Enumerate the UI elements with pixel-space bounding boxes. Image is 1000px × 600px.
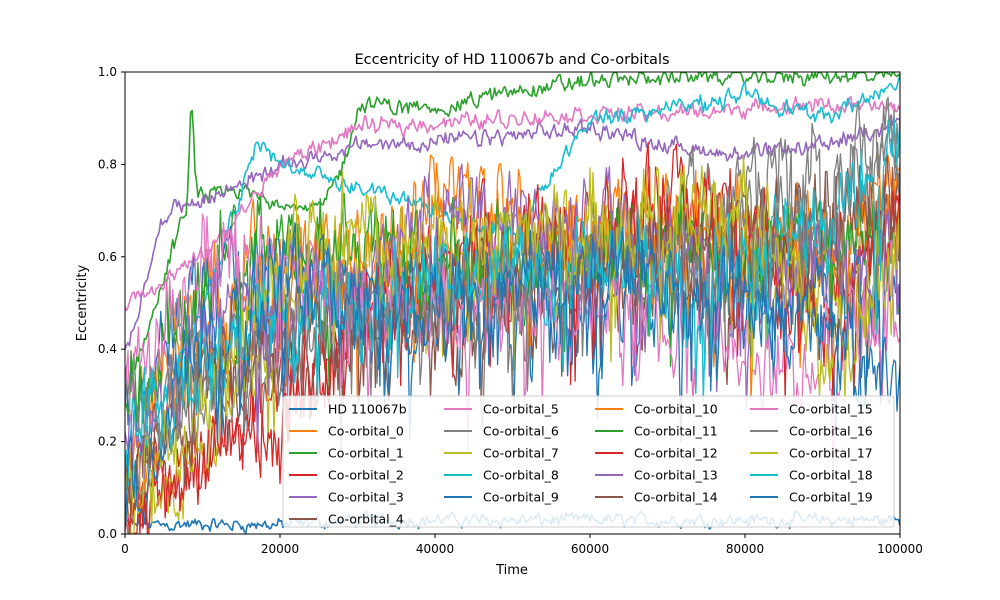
legend-label: Co-orbital_8 xyxy=(483,468,559,483)
y-tick-label: 0.4 xyxy=(98,342,117,356)
legend-label: Co-orbital_16 xyxy=(789,424,873,439)
series-line-co-orbital-5 xyxy=(125,95,900,312)
legend-label: Co-orbital_3 xyxy=(328,490,404,505)
legend-label: Co-orbital_14 xyxy=(634,490,718,505)
x-axis: 0 20000 40000 60000 80000 100000 xyxy=(121,534,923,556)
series-line-co-orbital-19 xyxy=(125,219,900,534)
y-tick-label: 0.0 xyxy=(98,527,117,541)
y-tick-label: 0.8 xyxy=(98,157,117,171)
y-tick-label: 0.6 xyxy=(98,250,117,264)
series-layer xyxy=(125,72,900,534)
legend-label: Co-orbital_5 xyxy=(483,402,559,417)
legend-box xyxy=(282,395,895,528)
legend-label: Co-orbital_2 xyxy=(328,468,404,483)
x-axis-label: Time xyxy=(495,563,528,578)
legend-label: Co-orbital_6 xyxy=(483,424,559,439)
y-axis-label: Eccentricity xyxy=(75,265,90,342)
legend-label: Co-orbital_18 xyxy=(789,468,873,483)
x-tick-label: 0 xyxy=(121,542,129,556)
x-tick-label: 60000 xyxy=(571,542,609,556)
y-axis: 0.0 0.2 0.4 0.6 0.8 1.0 xyxy=(98,65,125,541)
series-line-co-orbital-3 xyxy=(125,114,900,350)
x-tick-label: 40000 xyxy=(416,542,454,556)
legend-label: Co-orbital_15 xyxy=(789,402,873,417)
legend-label: Co-orbital_1 xyxy=(328,446,404,461)
legend-label: HD 110067b xyxy=(328,402,407,417)
legend-label: Co-orbital_7 xyxy=(483,446,559,461)
chart-title: Eccentricity of HD 110067b and Co-orbita… xyxy=(354,52,669,68)
x-tick-label: 20000 xyxy=(261,542,299,556)
series-line-co-orbital-18 xyxy=(125,118,900,480)
legend-label: Co-orbital_4 xyxy=(328,512,404,527)
legend-label: Co-orbital_0 xyxy=(328,424,404,439)
legend-label: Co-orbital_13 xyxy=(634,468,718,483)
legend-label: Co-orbital_17 xyxy=(789,446,873,461)
plot-frame xyxy=(124,71,901,535)
x-tick-label: 100000 xyxy=(877,542,923,556)
y-tick-label: 0.2 xyxy=(98,435,117,449)
y-tick-label: 1.0 xyxy=(98,65,117,79)
series-line-co-orbital-1 xyxy=(125,72,900,397)
legend-label: Co-orbital_9 xyxy=(483,490,559,505)
legend-label: Co-orbital_19 xyxy=(789,490,873,505)
legend-label: Co-orbital_10 xyxy=(634,402,718,417)
legend-label: Co-orbital_12 xyxy=(634,446,718,461)
legend-label: Co-orbital_11 xyxy=(634,424,718,439)
x-tick-label: 80000 xyxy=(726,542,764,556)
legend: HD 110067b Co-orbital_0 Co-orbital_1 Co-orb… xyxy=(282,395,895,528)
